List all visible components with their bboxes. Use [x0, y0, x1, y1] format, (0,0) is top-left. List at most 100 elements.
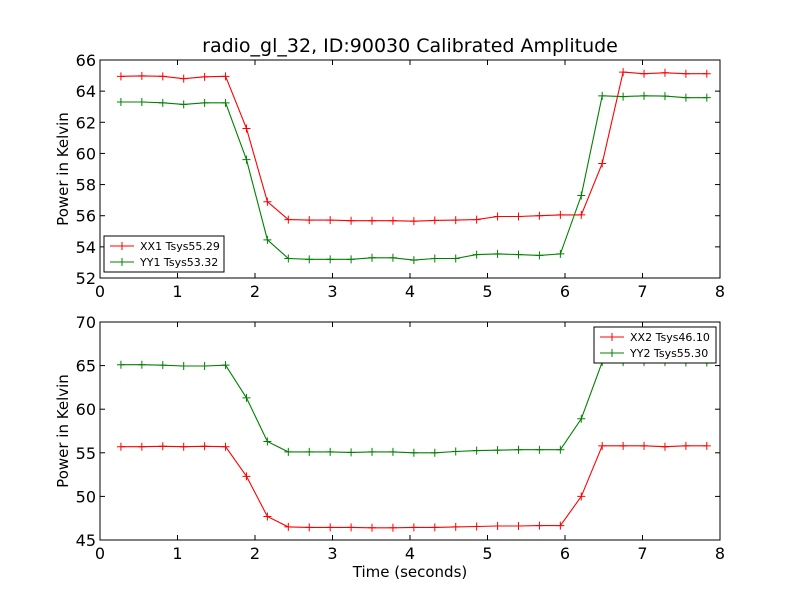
bottom-series-1-point — [242, 472, 251, 481]
top-series-2-point — [451, 254, 460, 263]
top-series-2-point — [430, 254, 439, 263]
bottom-series-2-point — [179, 362, 188, 371]
top-series-2-point — [598, 91, 607, 100]
bottom-series-1-point — [556, 521, 565, 530]
top-series-2-point — [326, 255, 335, 264]
bottom-series-2-point — [263, 437, 272, 446]
bottom-series-1-point — [409, 523, 418, 532]
top-series-2-point — [158, 98, 167, 107]
top-series-1-point — [451, 216, 460, 225]
bottom-y-tick-label: 70 — [76, 313, 96, 332]
bottom-x-tick-label: 1 — [172, 544, 182, 563]
bottom-x-tick-label: 5 — [482, 544, 492, 563]
bottom-series-1-point — [200, 442, 209, 451]
top-x-tick-label: 5 — [482, 282, 492, 301]
bottom-series-2-point — [514, 445, 523, 454]
bottom-series-2-point — [221, 361, 230, 370]
top-series-2-point — [347, 255, 356, 264]
top-y-tick-label: 54 — [76, 238, 96, 257]
bottom-series-2-point — [388, 447, 397, 456]
bottom-series-1-point — [388, 523, 397, 532]
bottom-series-1-point — [284, 522, 293, 531]
bottom-legend-marker — [608, 349, 616, 357]
bottom-series-2-point — [577, 414, 586, 423]
top-legend-marker — [118, 242, 126, 250]
top-x-tick-label: 1 — [172, 282, 182, 301]
top-series-1-point — [179, 74, 188, 83]
bottom-y-tick-label: 55 — [76, 444, 96, 463]
bottom-x-tick-label: 6 — [560, 544, 570, 563]
top-x-tick-label: 3 — [327, 282, 337, 301]
bottom-series-2-point — [158, 361, 167, 370]
top-series-1-point — [660, 68, 669, 77]
bottom-y-tick-label: 50 — [76, 487, 96, 506]
bottom-series-2-point — [368, 447, 377, 456]
top-series-2-point — [556, 249, 565, 258]
top-x-tick-label: 6 — [560, 282, 570, 301]
chart-title: radio_gl_32, ID:90030 Calibrated Amplitu… — [202, 35, 618, 57]
bottom-x-tick-label: 3 — [327, 544, 337, 563]
top-y-tick-label: 60 — [76, 144, 96, 163]
bottom-x-tick-label: 8 — [715, 544, 725, 563]
top-series-1-point — [702, 69, 711, 78]
top-series-1-point — [598, 159, 607, 168]
top-series-1-point — [284, 215, 293, 224]
bottom-legend-label: XX2 Tsys46.10 — [630, 331, 710, 344]
top-series-2-point — [388, 253, 397, 262]
top-series-2-point — [493, 249, 502, 258]
bottom-legend: XX2 Tsys46.10 YY2 Tsys55.30 — [593, 326, 717, 364]
bottom-series-1-point — [535, 521, 544, 530]
top-series-2-point — [702, 93, 711, 102]
top-legend-box — [103, 235, 225, 273]
bottom-series-1-point — [158, 442, 167, 451]
bottom-series-1-point — [577, 492, 586, 501]
top-legend-marker — [118, 258, 126, 266]
top-series-1-point — [409, 217, 418, 226]
bottom-legend-box — [593, 326, 717, 364]
top-legend-label: XX1 Tsys55.29 — [140, 240, 220, 253]
top-series-2-point — [577, 191, 586, 200]
top-series-2-point — [116, 98, 125, 107]
top-x-tick-label: 7 — [637, 282, 647, 301]
bottom-series-2-point — [556, 445, 565, 454]
bottom-x-tick-label: 4 — [405, 544, 415, 563]
top-series-1-point — [577, 210, 586, 219]
bottom-series-2-point — [535, 445, 544, 454]
top-series-1-point — [158, 72, 167, 81]
bottom-series-1-point — [326, 523, 335, 532]
top-series-1-point — [493, 212, 502, 221]
top-series-2-point — [368, 253, 377, 262]
top-series-1-point — [514, 212, 523, 221]
bottom-series-1-point — [368, 523, 377, 532]
top-legend-label: YY1 Tsys53.32 — [139, 256, 218, 269]
bottom-x-tick-label: 0 — [95, 544, 105, 563]
top-y-axis-label: Power in Kelvin — [54, 112, 72, 226]
top-x-tick-label: 4 — [405, 282, 415, 301]
top-y-tick-label: 58 — [76, 176, 96, 195]
top-series-2-point — [514, 250, 523, 259]
bottom-series-1-point — [430, 523, 439, 532]
bottom-x-tick-label: 7 — [637, 544, 647, 563]
top-series-1-point — [681, 69, 690, 78]
top-x-tick-label: 0 — [95, 282, 105, 301]
bottom-series-2-point — [284, 447, 293, 456]
bottom-series-1-point — [681, 441, 690, 450]
bottom-series-1-point — [305, 523, 314, 532]
bottom-series-1-point — [598, 441, 607, 450]
bottom-series-2-point — [347, 448, 356, 457]
top-series-2-point — [640, 91, 649, 100]
bottom-series-1-point — [451, 522, 460, 531]
top-x-tick-label: 8 — [715, 282, 725, 301]
bottom-series-2-point — [137, 360, 146, 369]
bottom-y-tick-label: 60 — [76, 400, 96, 419]
top-legend: XX1 Tsys55.29 YY1 Tsys53.32 — [103, 235, 225, 273]
top-series-1-point — [535, 211, 544, 220]
top-series-2-point — [619, 92, 628, 101]
top-series-2-point — [535, 251, 544, 260]
top-series-1-point — [221, 72, 230, 81]
top-series-2-point — [305, 255, 314, 264]
top-series-2-point — [221, 98, 230, 107]
bottom-series-1-point — [493, 522, 502, 531]
